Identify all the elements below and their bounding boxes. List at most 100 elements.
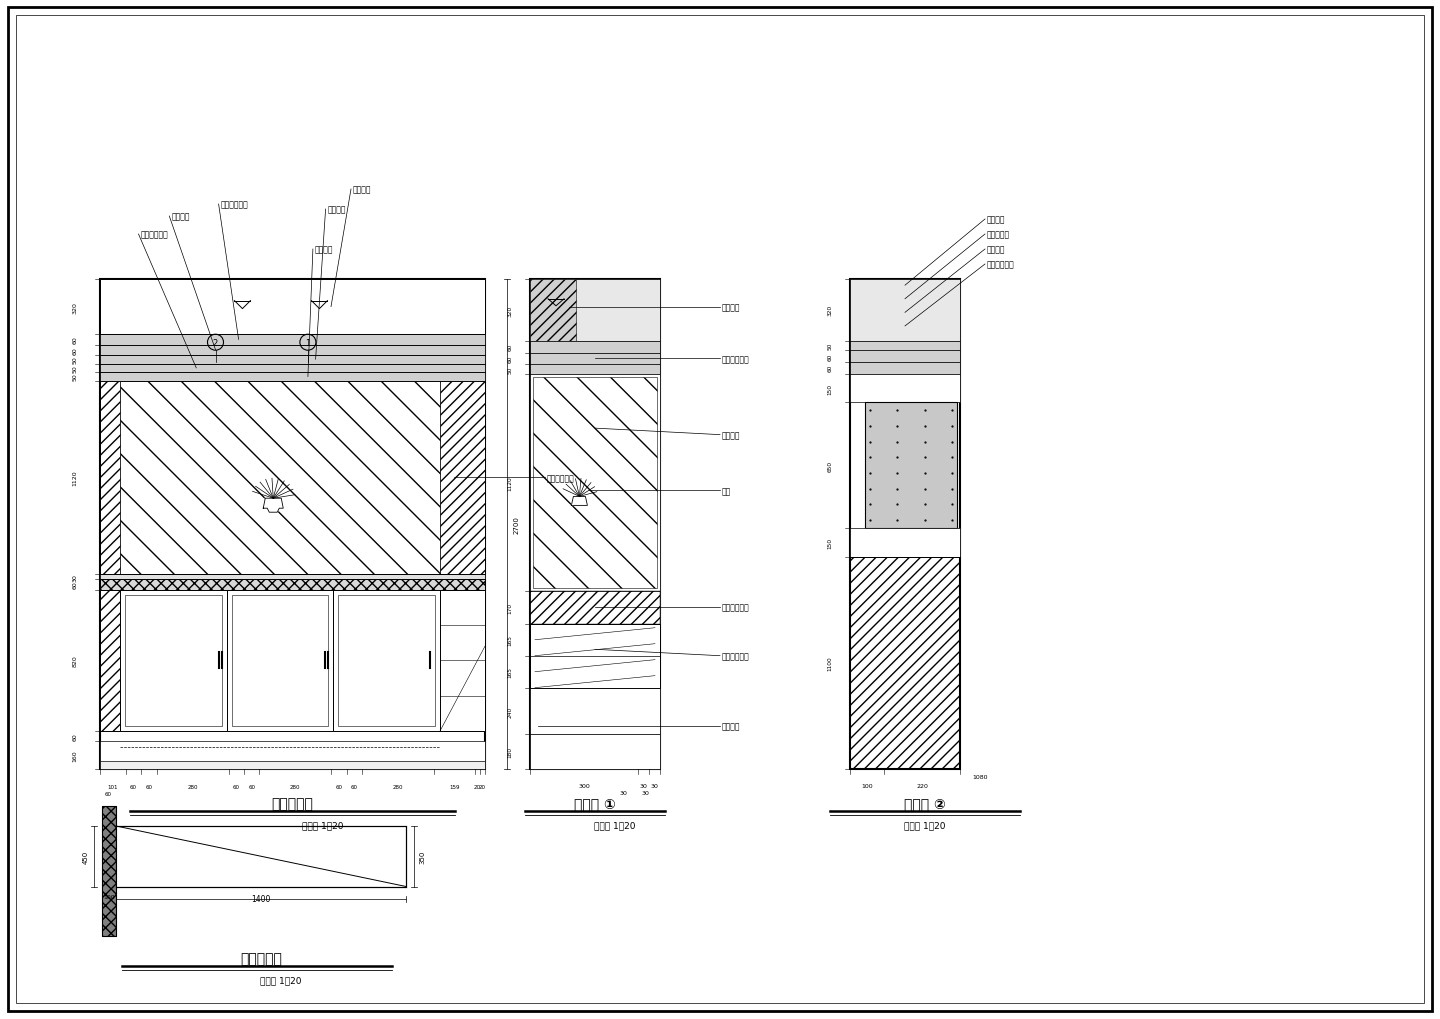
Text: 60: 60 (72, 581, 78, 589)
Text: 60: 60 (233, 785, 240, 790)
Text: 60: 60 (145, 785, 153, 790)
Bar (99, 364, 485, 373)
Text: 101: 101 (108, 785, 118, 790)
Text: 50: 50 (507, 366, 513, 373)
Text: 比例： 1：20: 比例： 1：20 (302, 820, 343, 829)
Text: 320: 320 (828, 305, 832, 316)
Text: 60: 60 (507, 343, 513, 352)
Bar (102, 806, 117, 936)
Text: 白色门板: 白色门板 (328, 205, 346, 214)
Text: 白色塑型门板: 白色塑型门板 (721, 651, 750, 660)
Text: 比例： 1：20: 比例： 1：20 (261, 975, 302, 984)
Bar (850, 363, 960, 374)
Text: 30: 30 (651, 784, 658, 789)
Text: 水晶射灯: 水晶射灯 (353, 185, 372, 195)
Text: 170: 170 (507, 602, 513, 613)
Text: 剖面图 ①: 剖面图 ① (575, 796, 616, 810)
Bar (530, 280, 660, 341)
Bar (99, 381, 485, 575)
Text: 300: 300 (579, 784, 590, 789)
Text: 水银镜子: 水银镜子 (171, 212, 190, 221)
Bar (530, 341, 660, 354)
Text: 450: 450 (84, 850, 89, 863)
Bar (99, 575, 485, 590)
Bar (865, 404, 958, 528)
Text: 280: 280 (393, 785, 403, 790)
Text: 水银镜子: 水银镜子 (721, 431, 740, 440)
Bar (533, 377, 657, 588)
Bar (333, 590, 441, 732)
Bar (850, 351, 960, 363)
Bar (850, 557, 960, 769)
Bar (226, 590, 333, 732)
Text: 320: 320 (507, 305, 513, 316)
Bar (99, 280, 485, 769)
Text: 30: 30 (639, 784, 648, 789)
Text: 20: 20 (480, 785, 485, 790)
Text: 黑胡桃饰面板: 黑胡桃饰面板 (141, 230, 168, 239)
Bar (99, 761, 485, 769)
Text: 黑胡桃饰面板: 黑胡桃饰面板 (986, 260, 1015, 269)
Text: 60: 60 (351, 785, 359, 790)
Text: 比例： 1：20: 比例： 1：20 (595, 820, 635, 829)
Text: 2700: 2700 (514, 516, 520, 533)
Text: 60: 60 (72, 336, 78, 344)
Bar (232, 595, 328, 727)
Bar (117, 826, 406, 887)
Text: 1080: 1080 (972, 774, 988, 780)
Bar (530, 688, 660, 735)
Text: 60: 60 (104, 792, 111, 797)
Text: 165: 165 (507, 635, 513, 646)
Text: 240: 240 (507, 705, 513, 716)
Text: 280: 280 (187, 785, 197, 790)
Text: 60: 60 (248, 785, 255, 790)
Text: 1100: 1100 (828, 656, 832, 671)
Text: 1400: 1400 (252, 894, 271, 903)
Text: 60: 60 (828, 354, 832, 361)
Bar (530, 591, 660, 624)
Bar (102, 806, 117, 936)
Bar (99, 373, 485, 381)
Bar (850, 374, 960, 404)
Bar (530, 591, 660, 624)
Text: 280: 280 (289, 785, 301, 790)
Text: 160: 160 (72, 750, 78, 761)
Text: 165: 165 (507, 666, 513, 678)
Text: 60: 60 (507, 356, 513, 363)
Text: 剖面图 ②: 剖面图 ② (904, 796, 946, 810)
Bar (441, 590, 485, 732)
Bar (850, 557, 960, 769)
Bar (338, 595, 435, 727)
Bar (850, 280, 960, 341)
Text: 150: 150 (828, 383, 832, 394)
Text: 1120: 1120 (507, 476, 513, 490)
Bar (850, 341, 960, 351)
Bar (850, 528, 960, 557)
Bar (99, 356, 485, 364)
Text: 2: 2 (213, 338, 217, 347)
Text: 暗藏射灯: 暗藏射灯 (721, 303, 740, 312)
Text: 60: 60 (72, 346, 78, 355)
Bar (99, 381, 120, 575)
Text: 220: 220 (916, 784, 929, 789)
Text: 30: 30 (72, 573, 78, 581)
Text: 50: 50 (72, 365, 78, 372)
Text: 黑胡桃饰面板: 黑胡桃饰面板 (547, 474, 575, 482)
Text: 1120: 1120 (72, 470, 78, 486)
Bar (530, 280, 576, 341)
Text: 820: 820 (72, 655, 78, 666)
Bar (99, 742, 485, 769)
Text: 60: 60 (336, 785, 343, 790)
Text: 比例： 1：20: 比例： 1：20 (904, 820, 946, 829)
Bar (99, 280, 485, 335)
Text: 60: 60 (828, 365, 832, 372)
Text: 20: 20 (474, 785, 481, 790)
Bar (99, 580, 120, 732)
Bar (99, 345, 485, 356)
Bar (530, 354, 660, 365)
Bar (99, 335, 485, 345)
Text: 白色装饰线条: 白色装饰线条 (721, 355, 750, 364)
Bar (120, 590, 226, 732)
Text: 鞋柜平面图: 鞋柜平面图 (240, 951, 282, 965)
Text: 50: 50 (72, 373, 78, 381)
